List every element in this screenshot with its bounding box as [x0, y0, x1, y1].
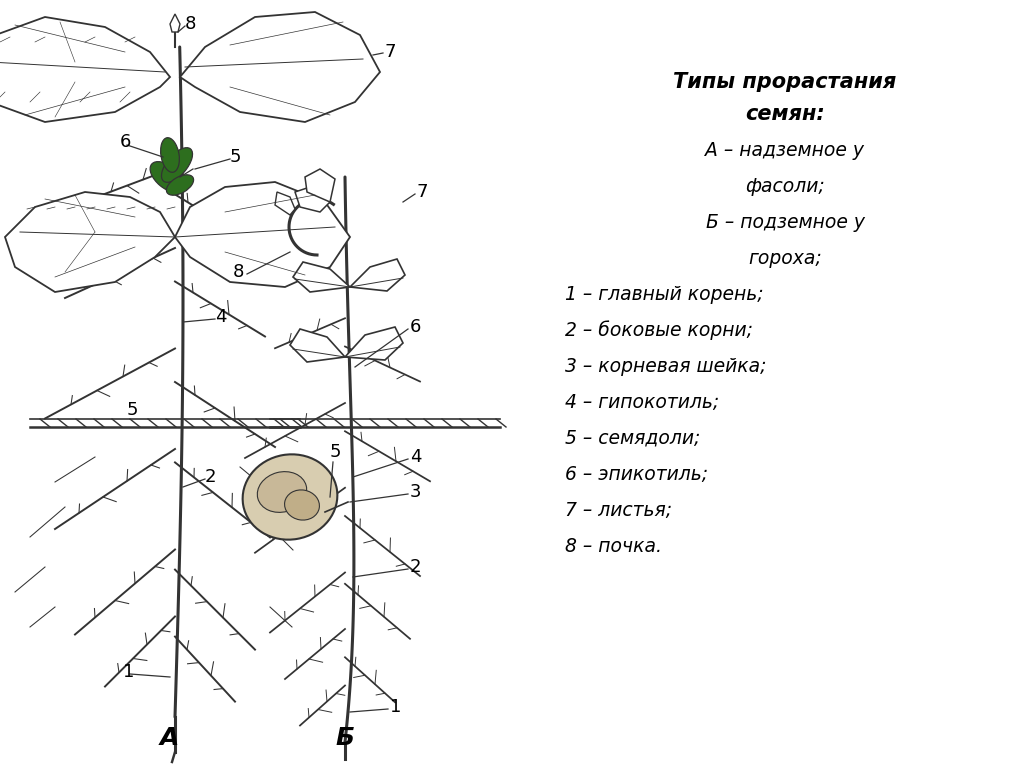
Ellipse shape: [151, 162, 184, 193]
Text: 4: 4: [410, 448, 422, 466]
Text: 6: 6: [120, 133, 131, 151]
Text: 7: 7: [385, 43, 396, 61]
Text: 1: 1: [390, 698, 401, 716]
Polygon shape: [305, 169, 335, 202]
Polygon shape: [295, 187, 330, 212]
Text: 6: 6: [410, 318, 421, 336]
Text: 7: 7: [417, 183, 428, 201]
Ellipse shape: [167, 175, 194, 196]
Text: 3 – корневая шейка;: 3 – корневая шейка;: [565, 357, 767, 376]
Polygon shape: [180, 12, 380, 122]
Text: 5: 5: [330, 443, 341, 461]
Text: 5: 5: [230, 148, 242, 166]
Text: 2 – боковые корни;: 2 – боковые корни;: [565, 320, 753, 340]
Text: Б: Б: [335, 726, 354, 750]
Text: 2: 2: [205, 468, 216, 486]
Text: 1: 1: [123, 663, 134, 681]
Ellipse shape: [257, 472, 307, 512]
Text: 7 – листья;: 7 – листья;: [565, 501, 672, 519]
Polygon shape: [170, 14, 180, 32]
Text: 5 – семядоли;: 5 – семядоли;: [565, 429, 700, 447]
Text: А: А: [160, 726, 179, 750]
Text: Типы прорастания: Типы прорастания: [674, 72, 897, 92]
Text: 4: 4: [215, 308, 226, 326]
Text: 1 – главный корень;: 1 – главный корень;: [565, 285, 764, 304]
Text: семян:: семян:: [745, 104, 825, 124]
Text: 2: 2: [410, 558, 422, 576]
Polygon shape: [293, 262, 350, 292]
Text: 8: 8: [233, 263, 245, 281]
Text: 5: 5: [127, 401, 138, 419]
Text: Б – подземное у: Б – подземное у: [706, 212, 864, 232]
Text: 3: 3: [410, 483, 422, 501]
Text: 6 – эпикотиль;: 6 – эпикотиль;: [565, 465, 709, 483]
Text: 4 – гипокотиль;: 4 – гипокотиль;: [565, 393, 719, 412]
Polygon shape: [345, 327, 403, 360]
Ellipse shape: [162, 148, 193, 183]
Polygon shape: [5, 192, 175, 292]
Polygon shape: [175, 182, 350, 287]
Text: 8: 8: [185, 15, 197, 33]
Text: фасоли;: фасоли;: [745, 176, 825, 196]
Ellipse shape: [161, 138, 179, 173]
Polygon shape: [290, 329, 345, 362]
Polygon shape: [350, 259, 406, 291]
Text: 8 – почка.: 8 – почка.: [565, 536, 662, 555]
Polygon shape: [0, 17, 170, 122]
Ellipse shape: [285, 490, 319, 520]
Text: А – надземное у: А – надземное у: [706, 140, 864, 160]
Ellipse shape: [243, 454, 337, 540]
Text: гороха;: гороха;: [749, 249, 822, 268]
Polygon shape: [275, 192, 295, 215]
